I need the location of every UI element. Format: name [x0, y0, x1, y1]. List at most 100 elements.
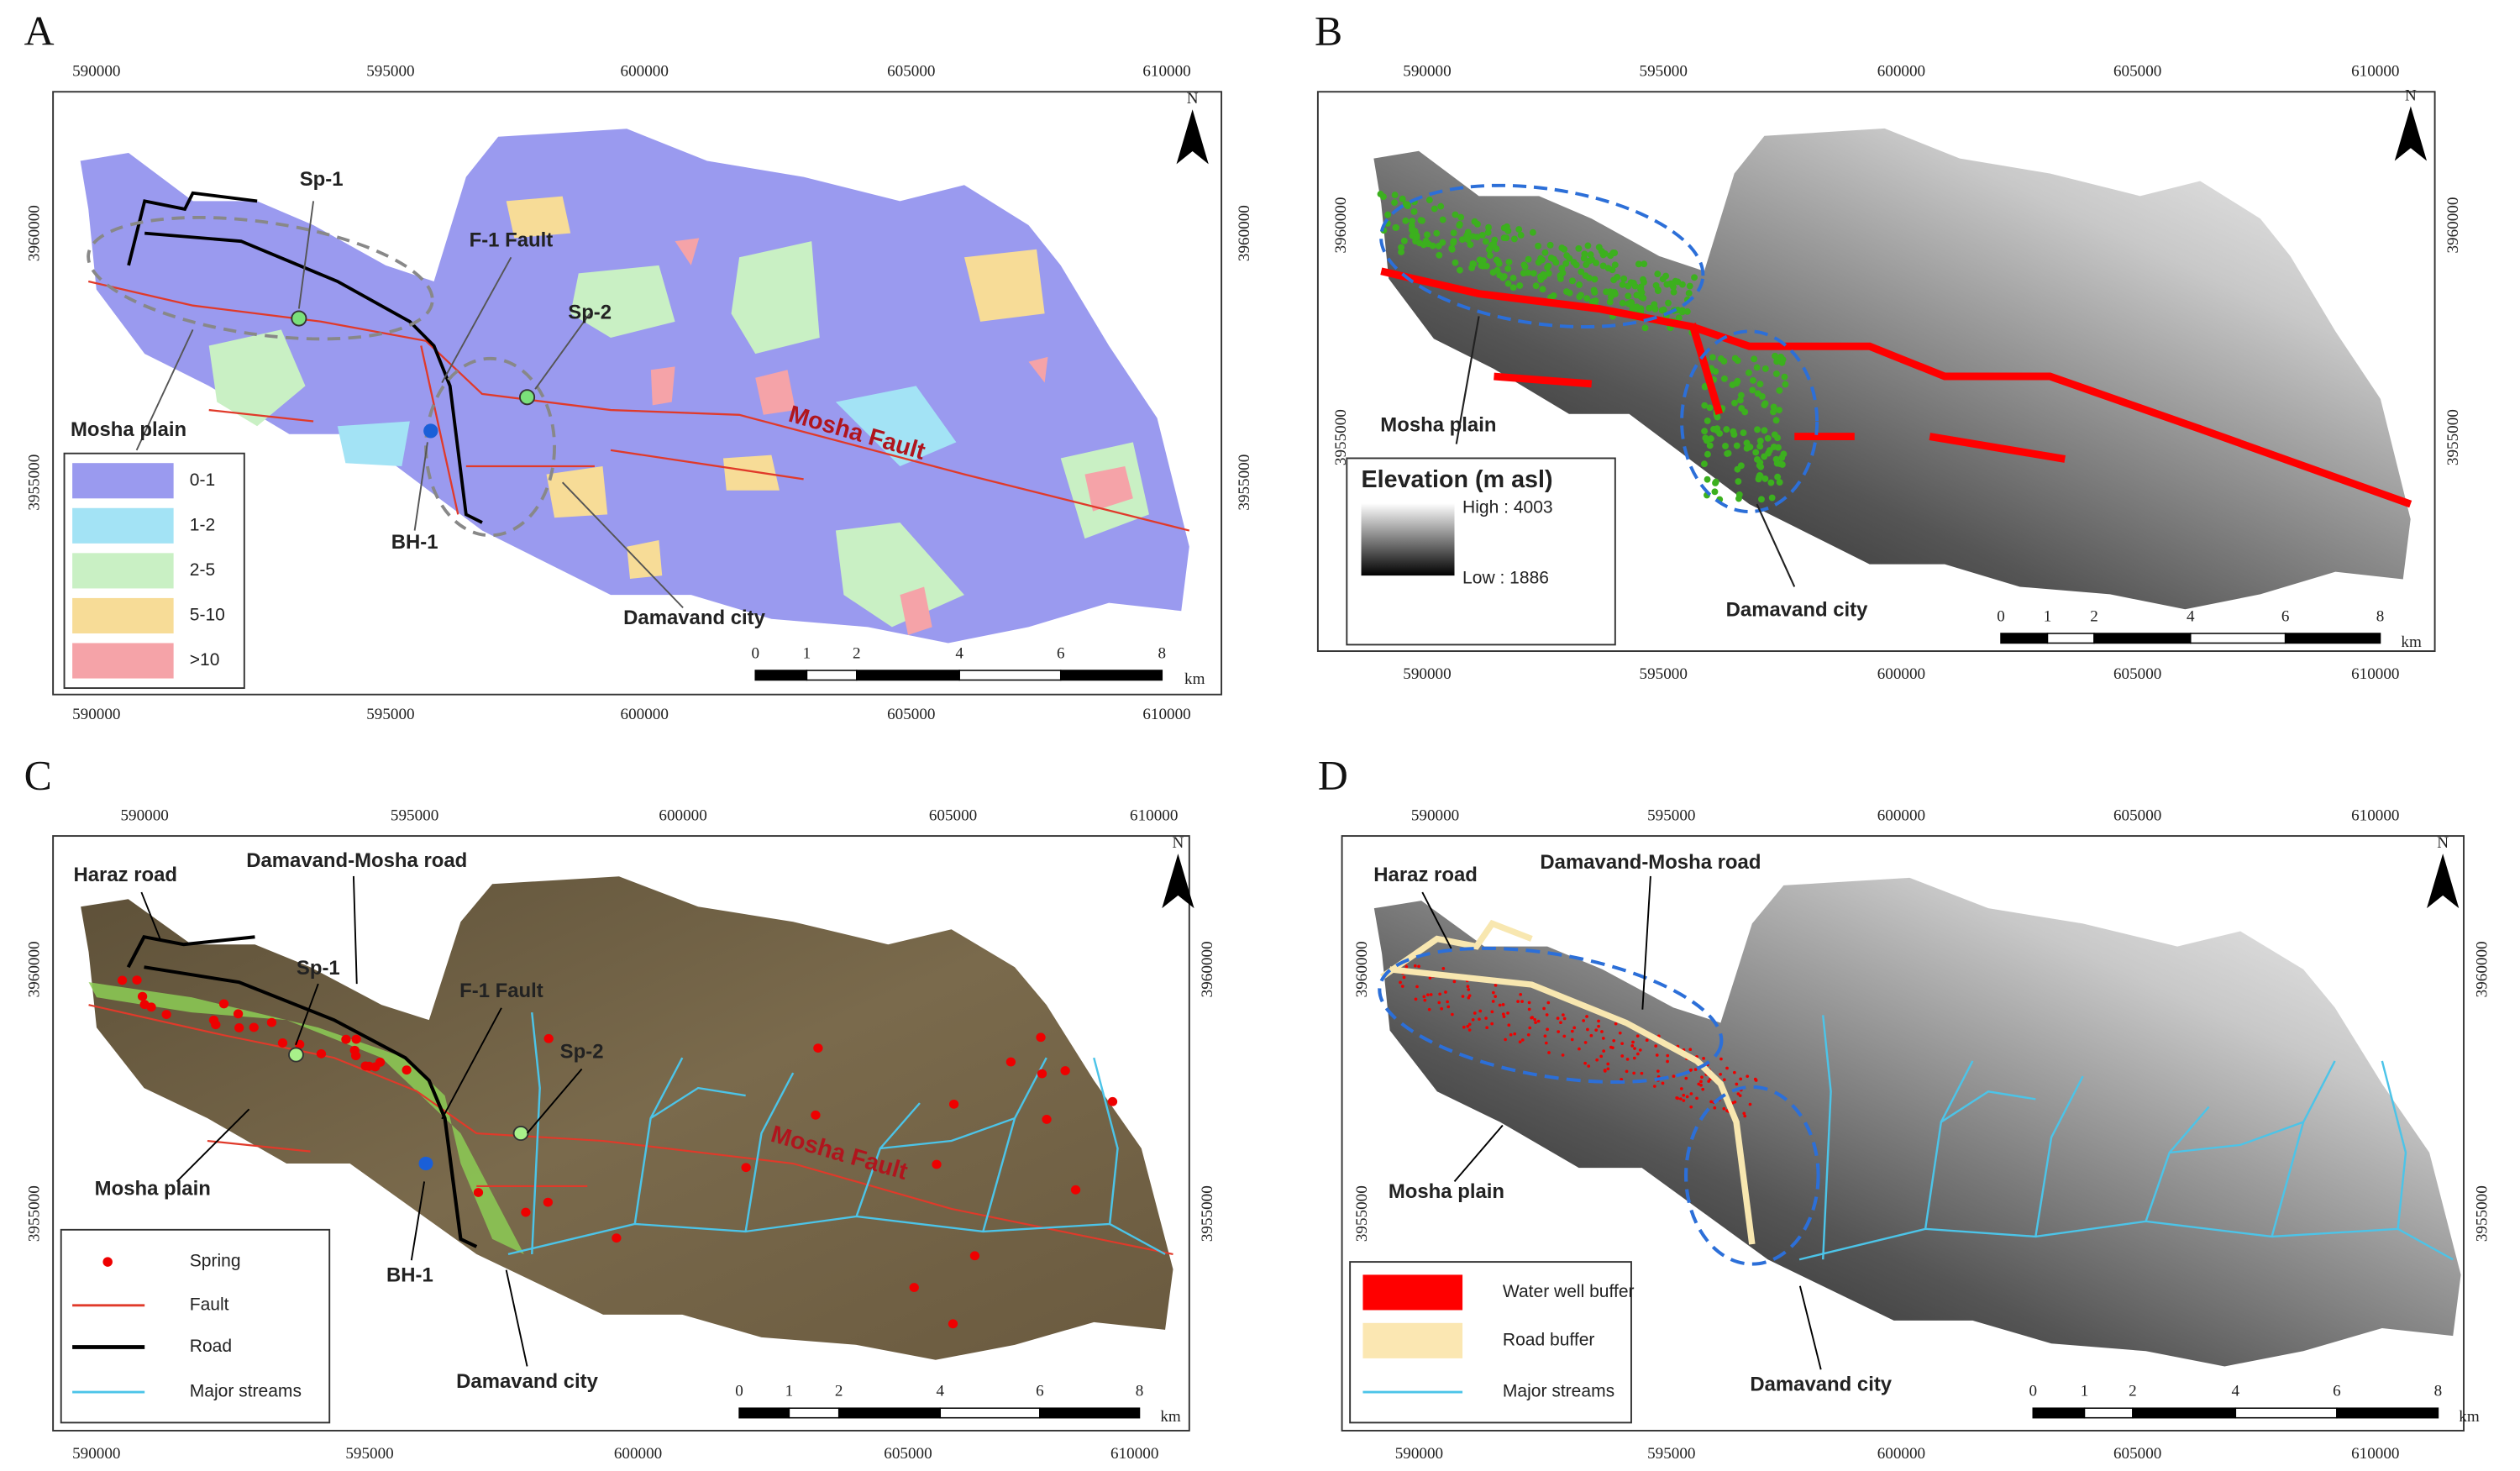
x-tick-label: 605000: [2113, 1445, 2161, 1463]
well-point: [1452, 259, 1459, 266]
well-point: [1583, 295, 1591, 302]
well-point: [1709, 354, 1716, 361]
spring: [132, 975, 142, 985]
well-point: [1776, 479, 1783, 486]
well-point: [1535, 242, 1542, 250]
well-point: [1625, 282, 1632, 290]
well-buffer-point: [1645, 1038, 1649, 1043]
scale-unit: km: [2459, 1408, 2480, 1426]
well-point: [1452, 211, 1459, 218]
well-point: [1737, 391, 1745, 399]
scale-segment: [939, 1407, 1041, 1419]
scale-label: 2: [853, 644, 861, 662]
well-buffer-point: [1509, 1032, 1513, 1037]
scale-label: 2: [2129, 1382, 2137, 1400]
north-label: N: [2437, 834, 2449, 852]
well-buffer-point: [1542, 1006, 1546, 1011]
well-point: [1737, 462, 1745, 470]
well-buffer-point: [1467, 996, 1471, 1000]
map-d: [1373, 877, 2461, 1367]
well-point: [1450, 229, 1457, 237]
well-point: [1493, 256, 1500, 264]
scale-segment: [2083, 1407, 2134, 1419]
well-point: [1493, 245, 1500, 253]
well-buffer-point: [1462, 1025, 1466, 1029]
well-point: [1670, 288, 1677, 296]
well-buffer-point: [1578, 1047, 1581, 1051]
frame-d: [1341, 835, 2465, 1432]
well-point: [1761, 365, 1769, 372]
well-buffer-point: [1719, 1057, 1723, 1061]
well-buffer-point: [1528, 1026, 1532, 1030]
panel-letter: D: [1318, 753, 1348, 799]
well-point: [1765, 449, 1772, 457]
well-buffer-point: [1485, 1026, 1489, 1030]
well-point: [1773, 370, 1780, 377]
map-label: F-1 Fault: [459, 980, 543, 1002]
well-buffer-point: [1516, 1000, 1520, 1003]
y-tick-label: 3960000: [2444, 197, 2462, 254]
well-point: [1525, 269, 1532, 276]
well-buffer-point: [1444, 990, 1447, 994]
scale-segment: [2000, 633, 2049, 644]
well-point: [1646, 304, 1653, 312]
well-point: [1409, 226, 1416, 234]
x-tick-label: 605000: [2113, 807, 2161, 825]
scale-label: 4: [2232, 1382, 2240, 1400]
well-point: [1637, 283, 1645, 291]
well-point: [1503, 223, 1510, 230]
scale-segment: [2046, 633, 2095, 644]
well-point: [1735, 491, 1743, 498]
well-buffer-point: [1666, 1059, 1669, 1064]
well-buffer-point: [1498, 1003, 1502, 1007]
well-point: [1485, 223, 1492, 231]
spring: [402, 1065, 412, 1075]
well-buffer-point: [1638, 1048, 1642, 1052]
well-buffer-point: [1689, 1105, 1693, 1109]
well-point: [1503, 234, 1510, 242]
well-point: [1585, 275, 1593, 281]
well-buffer-point: [1494, 983, 1498, 987]
well-buffer-point: [1583, 1061, 1587, 1065]
spring: [234, 1023, 244, 1032]
well-point: [1771, 431, 1778, 439]
well-buffer-point: [1423, 998, 1427, 1002]
well-buffer-point: [1543, 1034, 1547, 1038]
well-point: [1593, 260, 1599, 266]
well-point: [1546, 241, 1554, 249]
well-point: [1473, 234, 1481, 241]
well-point: [1660, 306, 1667, 313]
well-buffer-point: [1530, 1016, 1534, 1020]
y-tick-label: 3960000: [1332, 197, 1350, 254]
spring: [741, 1163, 751, 1173]
legend-label: Road buffer: [1503, 1330, 1595, 1349]
well-buffer-point: [1746, 1074, 1750, 1078]
spring: [813, 1043, 823, 1053]
well-buffer-point: [1583, 1041, 1588, 1044]
well-point: [1509, 275, 1517, 281]
well-point: [1479, 257, 1487, 265]
legend-label: Major streams: [190, 1382, 302, 1401]
spring: [117, 975, 128, 985]
scale-unit: km: [1160, 1408, 1181, 1426]
well-buffer-point: [1585, 1015, 1588, 1018]
well-buffer-point: [1689, 1092, 1693, 1095]
well-point: [1590, 286, 1598, 294]
well-point: [1603, 288, 1610, 296]
well-buffer-point: [1666, 1053, 1670, 1058]
well-point: [1499, 274, 1507, 281]
y-tick-label: 3960000: [1199, 941, 1216, 997]
well-buffer-point: [1630, 1044, 1635, 1048]
well-buffer-point: [1425, 993, 1430, 996]
well-point: [1384, 211, 1392, 218]
well-buffer-point: [1719, 1072, 1722, 1076]
scale-label: 4: [2187, 607, 2195, 625]
well-buffer-point: [1534, 1021, 1537, 1024]
well-point: [1435, 242, 1442, 250]
well-buffer-point: [1466, 1024, 1470, 1028]
legend-swatch: [72, 643, 174, 679]
map-label: BH-1: [386, 1264, 433, 1287]
well-point: [1774, 473, 1782, 481]
well-buffer-point: [1441, 967, 1446, 970]
scale-label: 8: [2376, 607, 2385, 625]
